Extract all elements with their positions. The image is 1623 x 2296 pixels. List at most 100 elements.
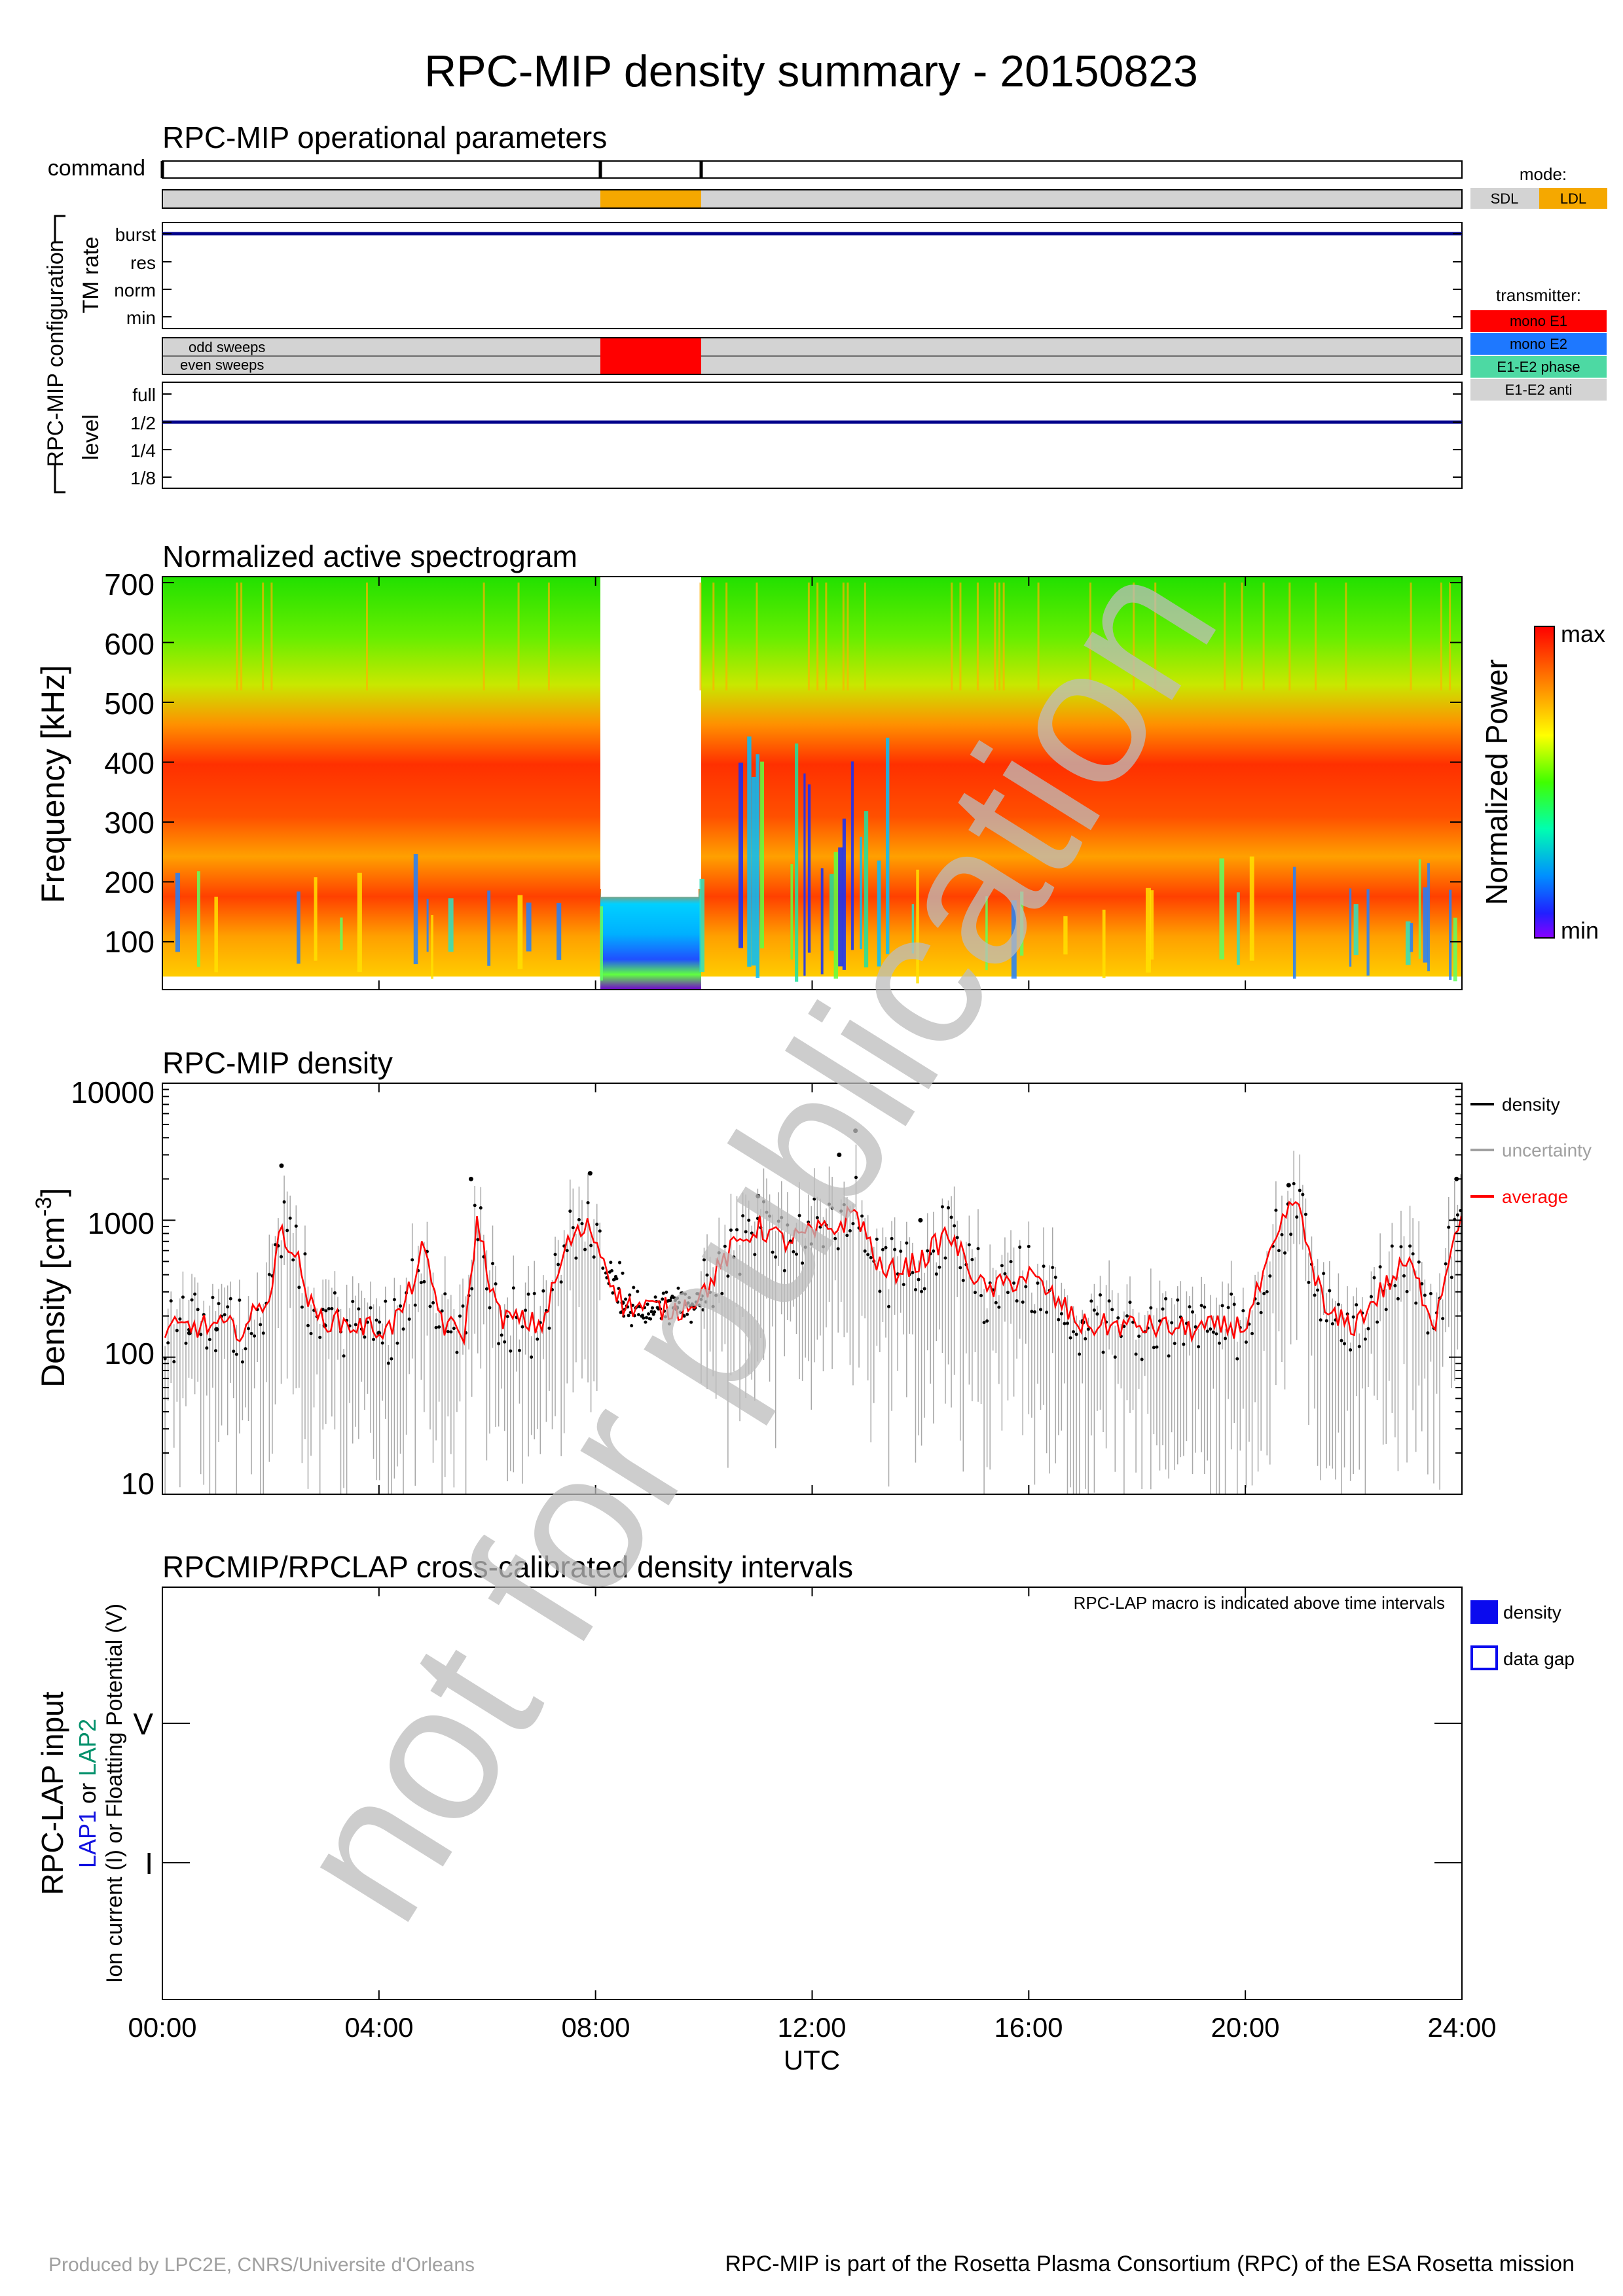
command-label: command — [48, 156, 145, 181]
spectrogram-stripe — [1449, 889, 1452, 980]
mode-legend-title: mode: — [1520, 164, 1567, 184]
xtick-0800: 08:00 — [561, 2012, 630, 2043]
density-point — [1295, 1215, 1299, 1219]
density-point — [592, 1255, 596, 1259]
density-point — [193, 1292, 197, 1296]
density-point — [853, 1128, 858, 1134]
density-point — [765, 1210, 769, 1214]
density-point — [240, 1360, 244, 1364]
spectrogram-block-right — [701, 577, 1462, 977]
density-point — [1340, 1338, 1343, 1342]
density-point — [828, 1202, 831, 1206]
crosscal-ylabel-3: Ion current (I) or Floatting Potential (… — [102, 1604, 127, 1983]
density-point — [640, 1314, 644, 1318]
spectrogram-stripe — [483, 583, 485, 691]
density-point — [1256, 1302, 1260, 1306]
crosscal-ylabel-2: LAP1 or LAP2 — [74, 1719, 101, 1868]
density-point — [961, 1278, 965, 1282]
density-point — [661, 1297, 665, 1301]
density-point — [1301, 1193, 1305, 1196]
density-point — [697, 1303, 701, 1307]
density-point — [776, 1219, 780, 1223]
density-point — [726, 1274, 730, 1278]
density-ytick-10000: 10000 — [71, 1075, 155, 1109]
density-point — [678, 1310, 682, 1314]
density-point — [1137, 1335, 1141, 1338]
density-point — [792, 1250, 795, 1254]
density-point — [630, 1323, 634, 1327]
density-point — [1205, 1329, 1209, 1333]
spectrogram-stripe — [994, 583, 996, 691]
density-point — [680, 1291, 684, 1295]
density-point — [541, 1289, 545, 1293]
density-point — [1226, 1306, 1230, 1310]
xtick-1600: 16:00 — [994, 2012, 1063, 2043]
density-point — [500, 1333, 503, 1337]
density-point — [1099, 1293, 1103, 1297]
density-point — [926, 1249, 930, 1253]
density-point — [1057, 1318, 1061, 1321]
spectrogram-stripe — [998, 583, 1001, 691]
density-point — [812, 1197, 816, 1201]
density-point — [672, 1296, 676, 1300]
density-point — [199, 1333, 203, 1336]
density-point — [583, 1247, 587, 1251]
density-point — [863, 1249, 867, 1253]
density-point — [649, 1310, 653, 1314]
spectrogram-stripe — [1353, 904, 1359, 956]
density-point — [1363, 1337, 1367, 1341]
spectrogram-stripe — [365, 583, 368, 691]
density-point — [279, 1163, 284, 1168]
mode-legend-sdl — [1470, 188, 1539, 209]
spectrogram-stripe — [756, 754, 759, 978]
tm-tick-norm: norm — [114, 280, 156, 300]
spectrogram-stripe — [951, 583, 953, 691]
density-point — [744, 1230, 748, 1234]
density-point — [842, 1203, 846, 1207]
density-point — [434, 1325, 438, 1329]
density-point — [649, 1317, 653, 1321]
spectrogram-stripe — [448, 898, 454, 952]
density-point — [669, 1296, 673, 1300]
density-point — [1390, 1244, 1394, 1248]
density-point — [574, 1256, 578, 1260]
density-point — [1244, 1340, 1248, 1344]
density-point — [285, 1229, 289, 1232]
density-point — [380, 1341, 384, 1345]
density-point — [815, 1216, 819, 1220]
spectrogram-stripe — [1089, 583, 1091, 691]
density-point — [673, 1299, 677, 1302]
density-point — [753, 1253, 757, 1257]
density-point — [795, 1252, 799, 1256]
density-point — [1039, 1308, 1043, 1312]
density-point — [244, 1347, 247, 1351]
density-point — [887, 1304, 891, 1308]
density-point — [911, 1270, 915, 1274]
spectrogram-stripe — [1241, 583, 1243, 691]
density-point — [470, 1287, 474, 1291]
density-point — [711, 1304, 715, 1308]
density-point — [354, 1323, 357, 1327]
density-point — [437, 1325, 441, 1329]
density-point — [249, 1331, 253, 1335]
density-point — [1411, 1252, 1415, 1256]
density-point — [1209, 1327, 1213, 1331]
density-point — [587, 1171, 593, 1176]
density-point — [1224, 1336, 1228, 1340]
density-point — [667, 1322, 671, 1326]
density-point — [1018, 1246, 1022, 1249]
density-point — [410, 1258, 414, 1262]
density-point — [836, 1247, 840, 1251]
density-point — [1384, 1308, 1388, 1312]
xtick-0400: 04:00 — [344, 2012, 413, 2043]
density-point — [1182, 1342, 1186, 1346]
density-point — [809, 1242, 813, 1246]
density-point — [738, 1272, 742, 1276]
density-point — [1021, 1300, 1025, 1304]
density-point — [684, 1292, 687, 1296]
crosscal-title: RPCMIP/RPCLAP cross-calibrated density i… — [162, 1550, 853, 1584]
main-title: RPC-MIP density summary - 20150823 — [424, 46, 1198, 96]
spectrogram-stripe — [175, 872, 180, 952]
density-point — [1426, 1331, 1430, 1335]
crosscal-legend-gap-label: data gap — [1503, 1649, 1575, 1669]
